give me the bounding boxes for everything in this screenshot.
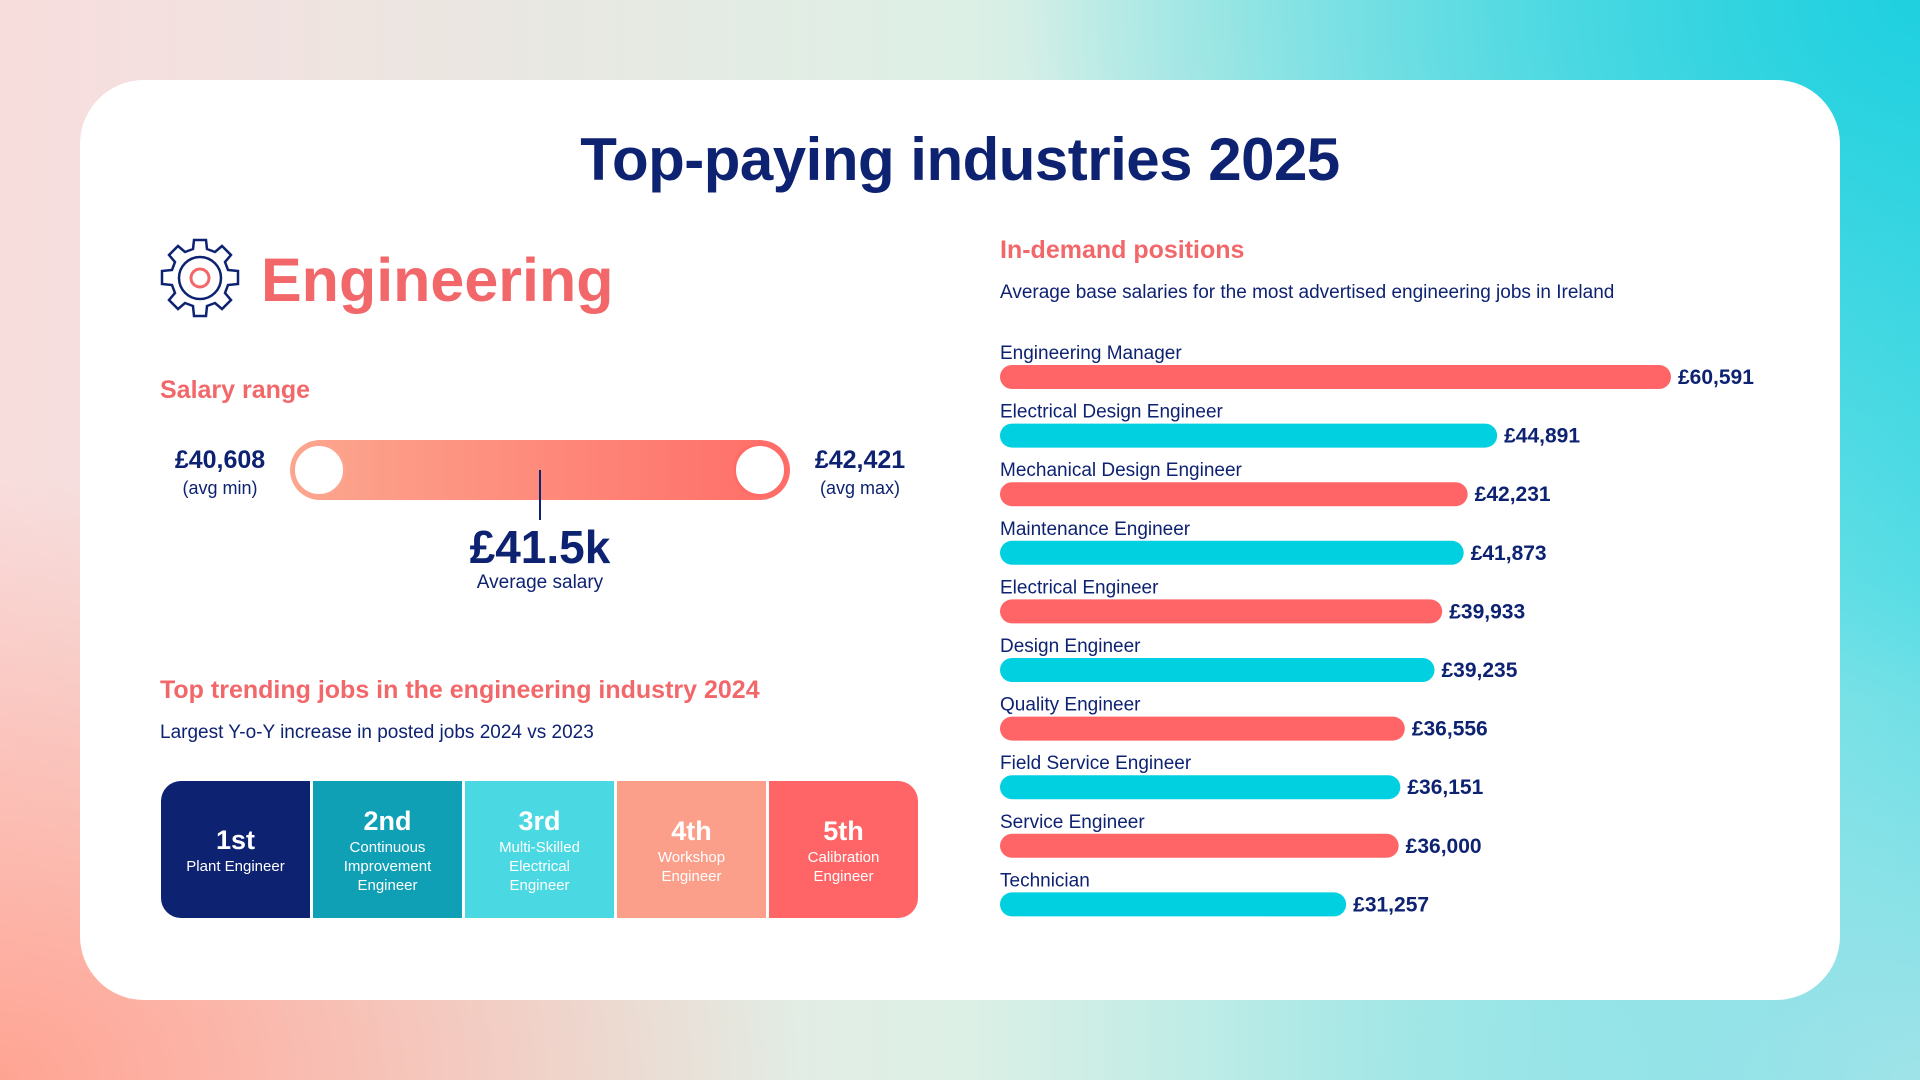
salary-max-label: (avg max)	[819, 478, 900, 498]
salary-range-max-knob	[733, 443, 787, 497]
trending-tile-1: 1st Plant Engineer	[161, 781, 310, 918]
trending-jobs-tiles: 1st Plant Engineer 2nd Continuous Improv…	[161, 781, 918, 918]
tile-job: Multi-Skilled Electrical Engineer	[499, 839, 580, 894]
tile-job: Calibration Engineer	[807, 848, 880, 885]
salary-range-heading: Salary range	[160, 376, 311, 404]
gear-icon	[160, 238, 240, 318]
page-title: Top-paying industries 2025	[580, 126, 1340, 193]
trending-tile-3: 3rd Multi-Skilled Electrical Engineer	[465, 781, 614, 918]
average-marker-line	[539, 470, 541, 520]
salary-max-value: £42,421	[814, 446, 906, 474]
tile-job: Continuous Improvement Engineer	[343, 839, 432, 894]
salary-min-label: (avg min)	[182, 478, 258, 498]
trending-tile-2: 2nd Continuous Improvement Engineer	[313, 781, 462, 918]
trending-jobs-heading: Top trending jobs in the engineering ind…	[160, 676, 760, 704]
tile-job: Plant Engineer	[186, 858, 285, 875]
average-salary-value: £41.5k	[469, 521, 611, 573]
average-salary-label: Average salary	[476, 572, 604, 593]
tile-rank: 3rd	[518, 806, 561, 836]
tile-job: Workshop Engineer	[657, 848, 726, 885]
trending-tile-5: 5th Calibration Engineer	[769, 781, 918, 918]
salary-range-min-knob	[292, 443, 346, 497]
tile-rank: 1st	[215, 825, 256, 855]
industry-title: Engineering	[261, 246, 614, 314]
trending-jobs-subtitle: Largest Y-o-Y increase in posted jobs 20…	[160, 722, 594, 743]
tile-rank: 5th	[823, 815, 864, 846]
tile-rank: 4th	[671, 815, 712, 846]
trending-tile-4: 4th Workshop Engineer	[617, 781, 766, 918]
in-demand-heading: In-demand positions	[1000, 236, 1245, 264]
tile-rank: 2nd	[363, 806, 412, 836]
salary-min-value: £40,608	[174, 446, 266, 474]
in-demand-subtitle: Average base salaries for the most adver…	[1000, 282, 1615, 303]
